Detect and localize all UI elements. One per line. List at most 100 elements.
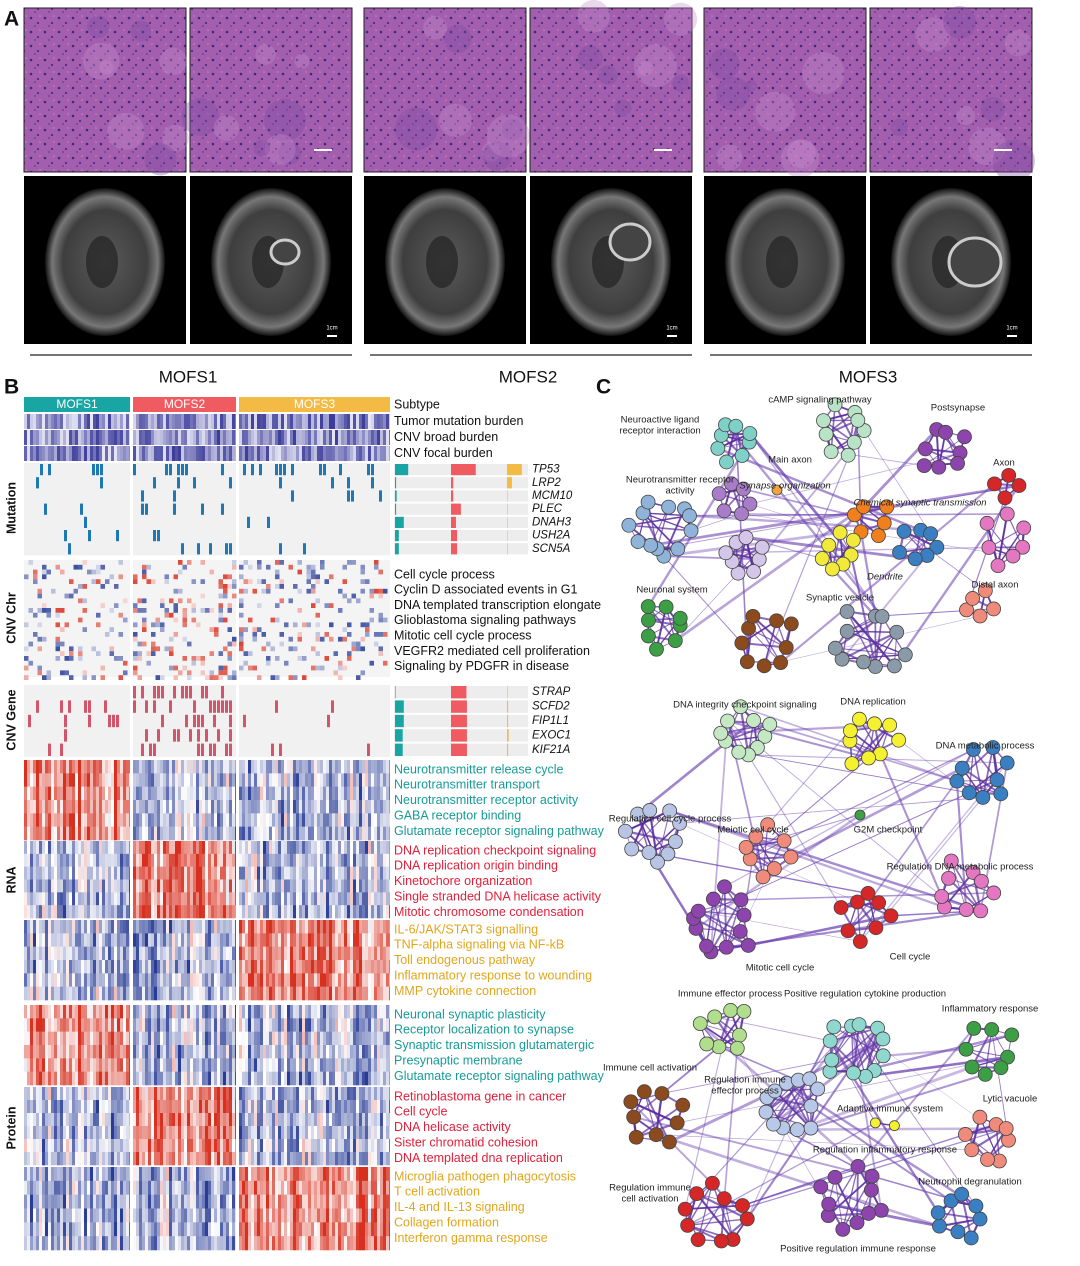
heatmap-cell bbox=[108, 1222, 111, 1237]
heatmap-cell bbox=[338, 866, 341, 880]
heatmap-cell bbox=[187, 1071, 190, 1086]
histology-texture bbox=[890, 118, 909, 137]
heatmap-cell bbox=[96, 1018, 99, 1032]
heatmap-cell bbox=[371, 773, 374, 787]
heatmap-cell bbox=[383, 1100, 386, 1114]
heatmap-cell bbox=[99, 892, 102, 906]
cnv-cell bbox=[37, 608, 42, 613]
heatmap-cell bbox=[87, 1018, 90, 1032]
burden-cell bbox=[317, 414, 320, 429]
burden-cell bbox=[199, 414, 202, 429]
heatmap-cell bbox=[205, 1031, 208, 1046]
cnv-cell bbox=[96, 612, 101, 618]
heatmap-cell bbox=[320, 879, 323, 893]
heatmap-cell bbox=[51, 1208, 54, 1223]
heatmap-cell bbox=[257, 946, 260, 961]
freq-bar bbox=[507, 700, 509, 713]
cnv-cell bbox=[55, 622, 60, 628]
heatmap-cell bbox=[332, 853, 335, 867]
cnv-cell bbox=[200, 660, 205, 666]
heatmap-cell bbox=[211, 786, 214, 801]
heatmap-cell bbox=[377, 1087, 380, 1101]
heatmap-cell bbox=[193, 1018, 196, 1032]
heatmap-cell bbox=[362, 866, 365, 880]
heatmap-cell bbox=[111, 826, 114, 841]
heatmap-cell bbox=[45, 813, 48, 827]
heatmap-cell bbox=[178, 905, 181, 919]
heatmap-cell bbox=[139, 1005, 142, 1019]
cnv-cell bbox=[266, 656, 271, 661]
heatmap-cell bbox=[359, 1152, 362, 1166]
heatmap-cell bbox=[45, 1031, 48, 1046]
burden-cell bbox=[184, 430, 187, 445]
burden-cell bbox=[302, 414, 305, 429]
burden-cell bbox=[96, 430, 99, 445]
heatmap-cell bbox=[105, 1113, 108, 1127]
heatmap-cell bbox=[63, 1152, 66, 1166]
heatmap-cell bbox=[60, 892, 63, 906]
heatmap-cell bbox=[296, 786, 299, 801]
heatmap-cell bbox=[281, 1071, 284, 1086]
heatmap-cell bbox=[157, 905, 160, 919]
heatmap-cell bbox=[347, 813, 350, 827]
heatmap-cell bbox=[202, 773, 205, 787]
heatmap-cell bbox=[389, 892, 390, 906]
heatmap-cell bbox=[254, 1113, 257, 1127]
heatmap-cell bbox=[371, 960, 374, 974]
cnv-cell bbox=[243, 651, 248, 656]
heatmap-cell bbox=[260, 1058, 263, 1072]
heatmap-cell bbox=[27, 760, 30, 774]
cnv-cell bbox=[279, 598, 284, 604]
heatmap-cell bbox=[54, 960, 57, 974]
heatmap-cell bbox=[287, 786, 290, 801]
heatmap-cell bbox=[226, 760, 229, 774]
heatmap-cell bbox=[245, 1005, 248, 1019]
heatmap-cell bbox=[193, 1058, 196, 1072]
cnv-cell bbox=[311, 569, 316, 575]
heatmap-cell bbox=[272, 826, 275, 841]
heatmap-cell bbox=[338, 1031, 341, 1046]
heatmap-cell bbox=[90, 786, 93, 801]
heatmap-cell bbox=[205, 905, 208, 919]
heatmap-cell bbox=[205, 773, 208, 787]
burden-cell bbox=[380, 446, 383, 461]
heatmap-cell bbox=[78, 1139, 81, 1153]
heatmap-cell bbox=[178, 1152, 181, 1166]
heatmap-cell bbox=[257, 841, 260, 855]
heatmap-cell bbox=[353, 841, 356, 855]
heatmap-cell bbox=[329, 813, 332, 827]
cnv-cell bbox=[100, 675, 105, 680]
heatmap-cell bbox=[293, 1152, 296, 1166]
heatmap-cell bbox=[148, 773, 151, 787]
heatmap-cell bbox=[302, 1071, 305, 1086]
heatmap-cell bbox=[27, 1236, 30, 1251]
heatmap-cell bbox=[30, 1180, 33, 1195]
heatmap-cell bbox=[166, 946, 169, 961]
heatmap-cell bbox=[229, 800, 232, 814]
heatmap-cell bbox=[72, 853, 75, 867]
heatmap-cell bbox=[335, 905, 338, 919]
cnv-cell bbox=[100, 564, 105, 570]
heatmap-cell bbox=[181, 813, 184, 827]
heatmap-cell bbox=[293, 946, 296, 961]
heatmap-cell bbox=[386, 879, 389, 893]
heatmap-cell bbox=[371, 946, 374, 961]
heatmap-cell bbox=[24, 920, 27, 934]
heatmap-cell bbox=[30, 773, 33, 787]
heatmap-cell bbox=[320, 1126, 323, 1140]
heatmap-cell bbox=[251, 841, 254, 855]
heatmap-cell bbox=[27, 1167, 30, 1182]
heatmap-cell bbox=[27, 960, 30, 974]
heatmap-cell bbox=[386, 1100, 389, 1114]
heatmap-cell bbox=[193, 1139, 196, 1153]
heatmap-cell bbox=[27, 920, 30, 934]
heatmap-cell bbox=[154, 773, 157, 787]
heatmap-cell bbox=[69, 866, 72, 880]
heatmap-cell bbox=[353, 1113, 356, 1127]
heatmap-cell bbox=[142, 1058, 145, 1072]
cnv-cell bbox=[96, 569, 101, 575]
heatmap-cell bbox=[148, 1152, 151, 1166]
heatmap-cell bbox=[329, 1126, 332, 1140]
cnv-cell bbox=[209, 675, 214, 680]
heatmap-cell bbox=[136, 1167, 139, 1182]
